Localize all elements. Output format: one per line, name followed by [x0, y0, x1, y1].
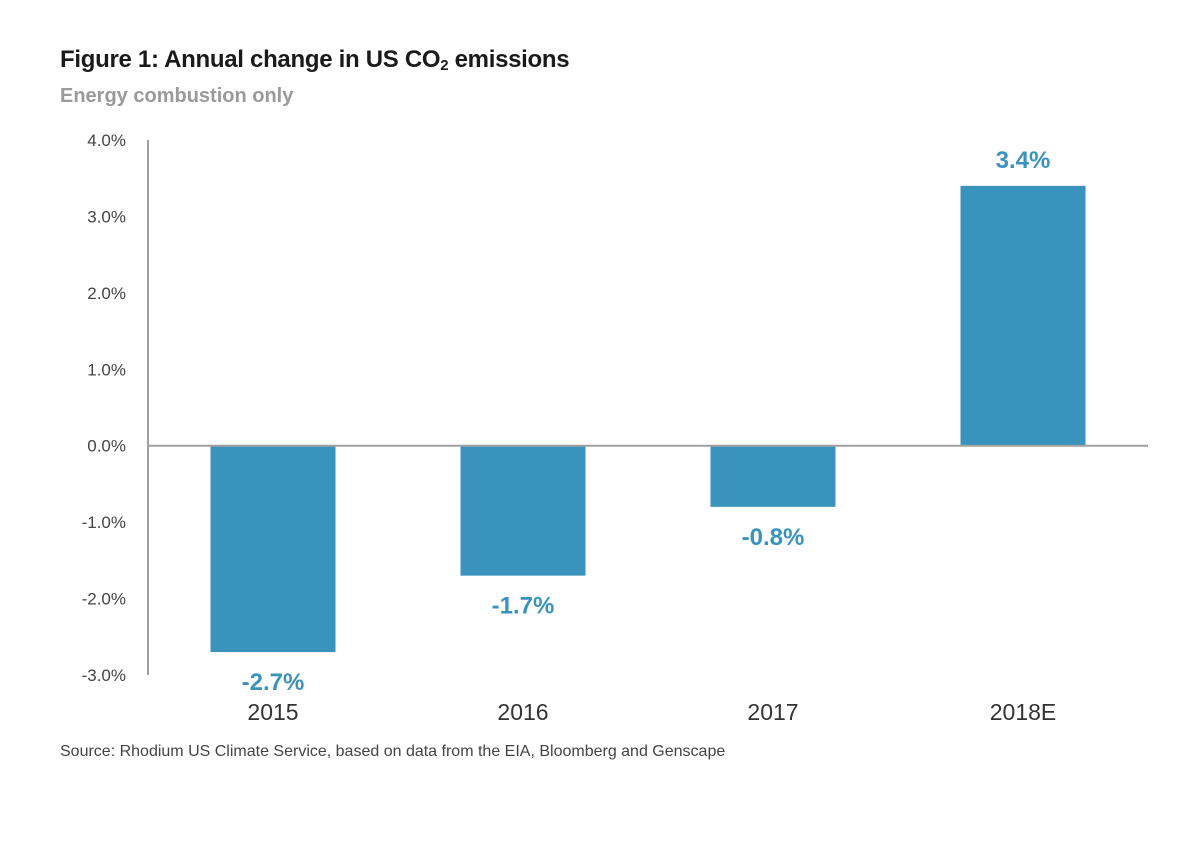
y-tick-label: 2.0% [87, 284, 126, 303]
y-tick-label: 3.0% [87, 207, 126, 226]
data-label-2018e: 3.4% [996, 147, 1051, 174]
source-note: Source: Rhodium US Climate Service, base… [60, 743, 726, 760]
x-tick-label: 2016 [497, 699, 548, 725]
x-tick-label: 2015 [247, 699, 298, 725]
chart-title-suffix: emissions [448, 46, 570, 73]
chart-title-subscript: 2 [440, 57, 449, 74]
y-tick-label: 4.0% [87, 131, 126, 150]
data-label-2016: -1.7% [492, 593, 555, 620]
bar-2018e [960, 185, 1086, 446]
x-tick-label: 2018E [990, 699, 1057, 725]
y-tick-label: 0.0% [87, 437, 126, 456]
x-axis-labels: 2015 2016 2017 2018E [247, 699, 1056, 725]
bar-2015 [210, 445, 336, 653]
bar-2017 [710, 445, 836, 507]
bar-2016 [460, 445, 586, 576]
y-axis-ticks: 4.0% 3.0% 2.0% 1.0% 0.0% -1.0% -2.0% -3.0% [82, 131, 126, 685]
data-label-2017: -0.8% [742, 524, 805, 551]
x-tick-label: 2017 [747, 699, 798, 725]
y-tick-label: 1.0% [87, 360, 126, 379]
chart-title-text: Figure 1: Annual change in US CO [60, 46, 441, 73]
bars [210, 185, 1086, 653]
y-tick-label: -3.0% [82, 666, 126, 685]
chart-title: Figure 1: Annual change in US CO2 emissi… [60, 46, 570, 74]
chart-subtitle: Energy combustion only [60, 85, 294, 107]
data-label-2015: -2.7% [242, 669, 305, 696]
y-tick-label: -2.0% [82, 590, 126, 609]
y-tick-label: -1.0% [82, 513, 126, 532]
data-labels: -2.7% -1.7% -0.8% 3.4% [242, 147, 1051, 696]
